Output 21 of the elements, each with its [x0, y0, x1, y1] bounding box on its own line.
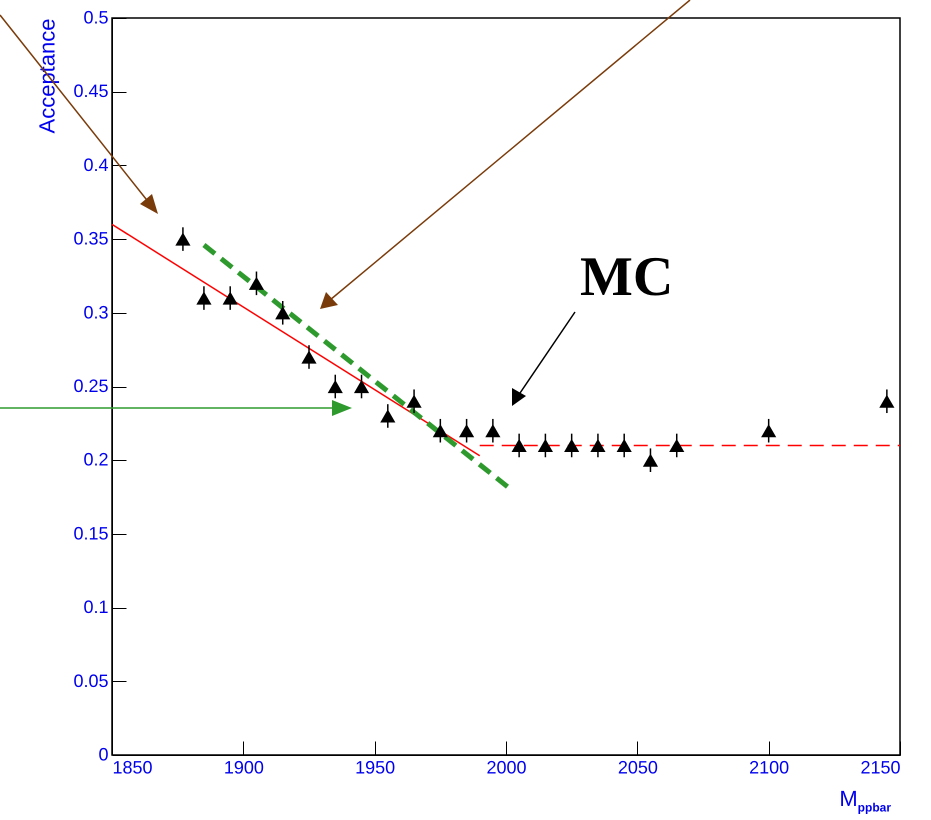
y-tick-label: 0.1 [83, 597, 108, 618]
y-axis-title: Acceptance [34, 18, 60, 134]
y-tick-label: 0.35 [73, 228, 108, 249]
x-tick-label: 2050 [618, 758, 658, 778]
y-tick-label: 0 [98, 744, 108, 764]
annotation: MC [580, 245, 674, 309]
y-tick-label: 0.3 [83, 302, 108, 322]
y-tick-label: 0.05 [73, 670, 108, 691]
y-tick-label: 0.25 [73, 376, 108, 396]
x-tick-label: 2100 [749, 758, 790, 778]
y-tick-label: 0.2 [83, 450, 108, 470]
x-tick-label: 1850 [112, 758, 153, 778]
x-tick-label: 2150 [860, 758, 900, 778]
y-tick-label: 0.5 [83, 8, 108, 28]
y-tick-label: 0.4 [83, 154, 108, 175]
y-tick-label: 0.45 [73, 81, 108, 102]
x-tick-label: 1900 [224, 758, 264, 778]
x-tick-label: 2000 [486, 758, 527, 778]
x-axis-title: M$_{ppbar}$ [839, 786, 891, 814]
x-tick-label: 1950 [355, 758, 396, 778]
y-tick-label: 0.15 [73, 523, 108, 544]
